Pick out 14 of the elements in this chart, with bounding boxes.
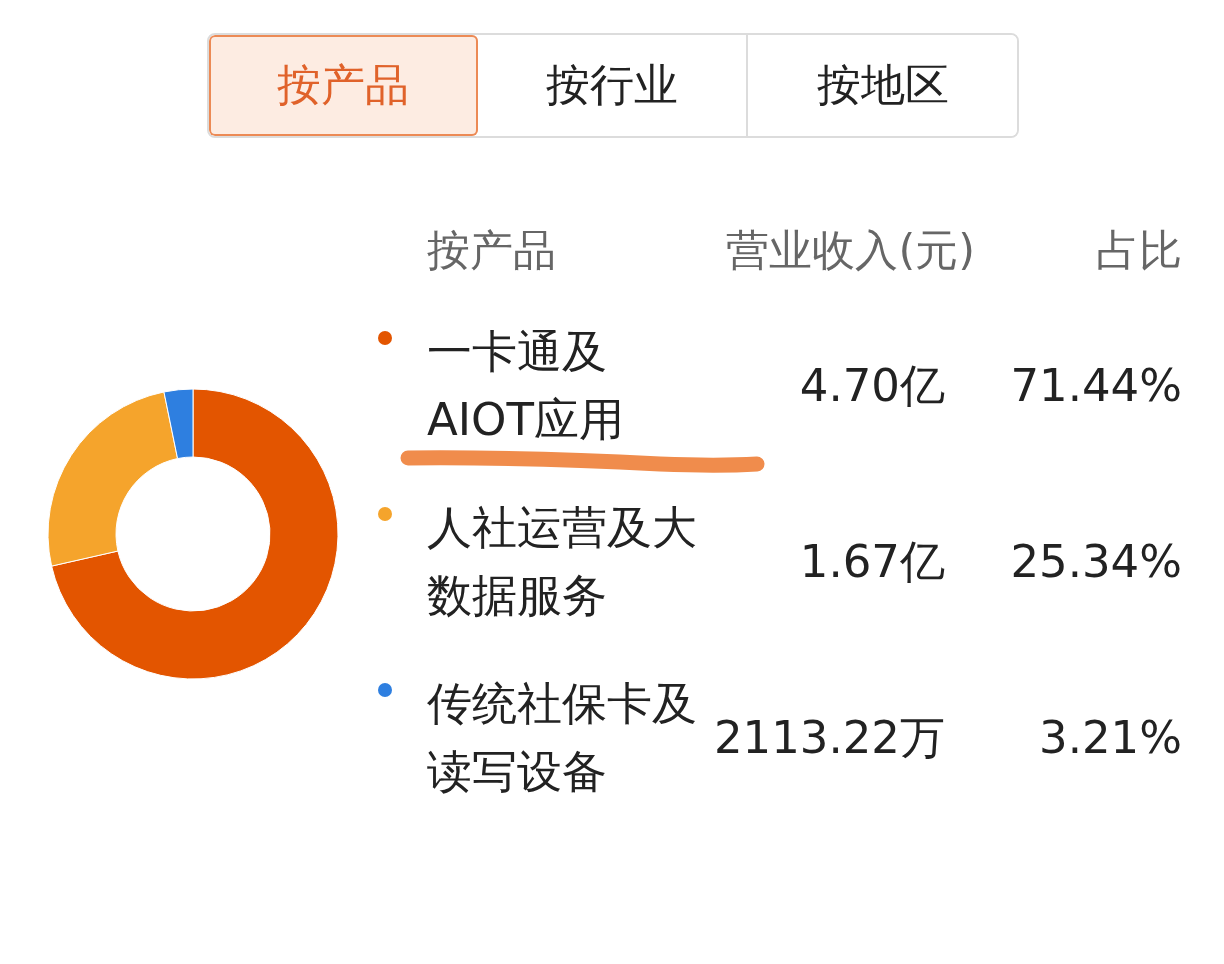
data-label: 3.21% [1039, 711, 1182, 764]
text: 4.70亿 [799, 359, 945, 412]
data-label: 25.34% [1010, 535, 1182, 588]
legend-label: 一卡通及AIOT应用 [427, 325, 624, 446]
donut-slice [51, 388, 338, 679]
text: 2113.22万 [713, 711, 945, 764]
tab[interactable]: 按地区 [746, 35, 1017, 136]
text: 1.67亿 [799, 535, 945, 588]
legend-title: 按产品 [427, 225, 556, 275]
text: 占比 [1096, 225, 1182, 275]
data-label: 71.44% [1010, 359, 1182, 412]
legend-label: 人社运营及大数据服务 [427, 501, 697, 622]
text: 营业收入(元) [726, 225, 975, 275]
legend-label: 传统社保卡及读写设备 [427, 677, 697, 798]
